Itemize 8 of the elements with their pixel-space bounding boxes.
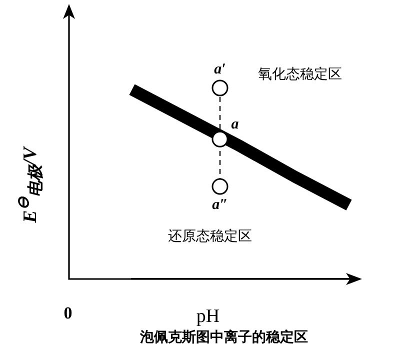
text: 泡佩克斯图中离子的稳定区 — [139, 328, 308, 346]
annotation: a″ — [212, 197, 228, 214]
annotation: a — [231, 116, 240, 133]
annotation: 还原态稳定区 — [168, 228, 252, 245]
x-axis-title: pH — [196, 306, 220, 327]
text: 0 — [64, 303, 72, 322]
annotation: a′ — [214, 62, 226, 78]
text: 氧化态稳定区 — [258, 66, 342, 83]
